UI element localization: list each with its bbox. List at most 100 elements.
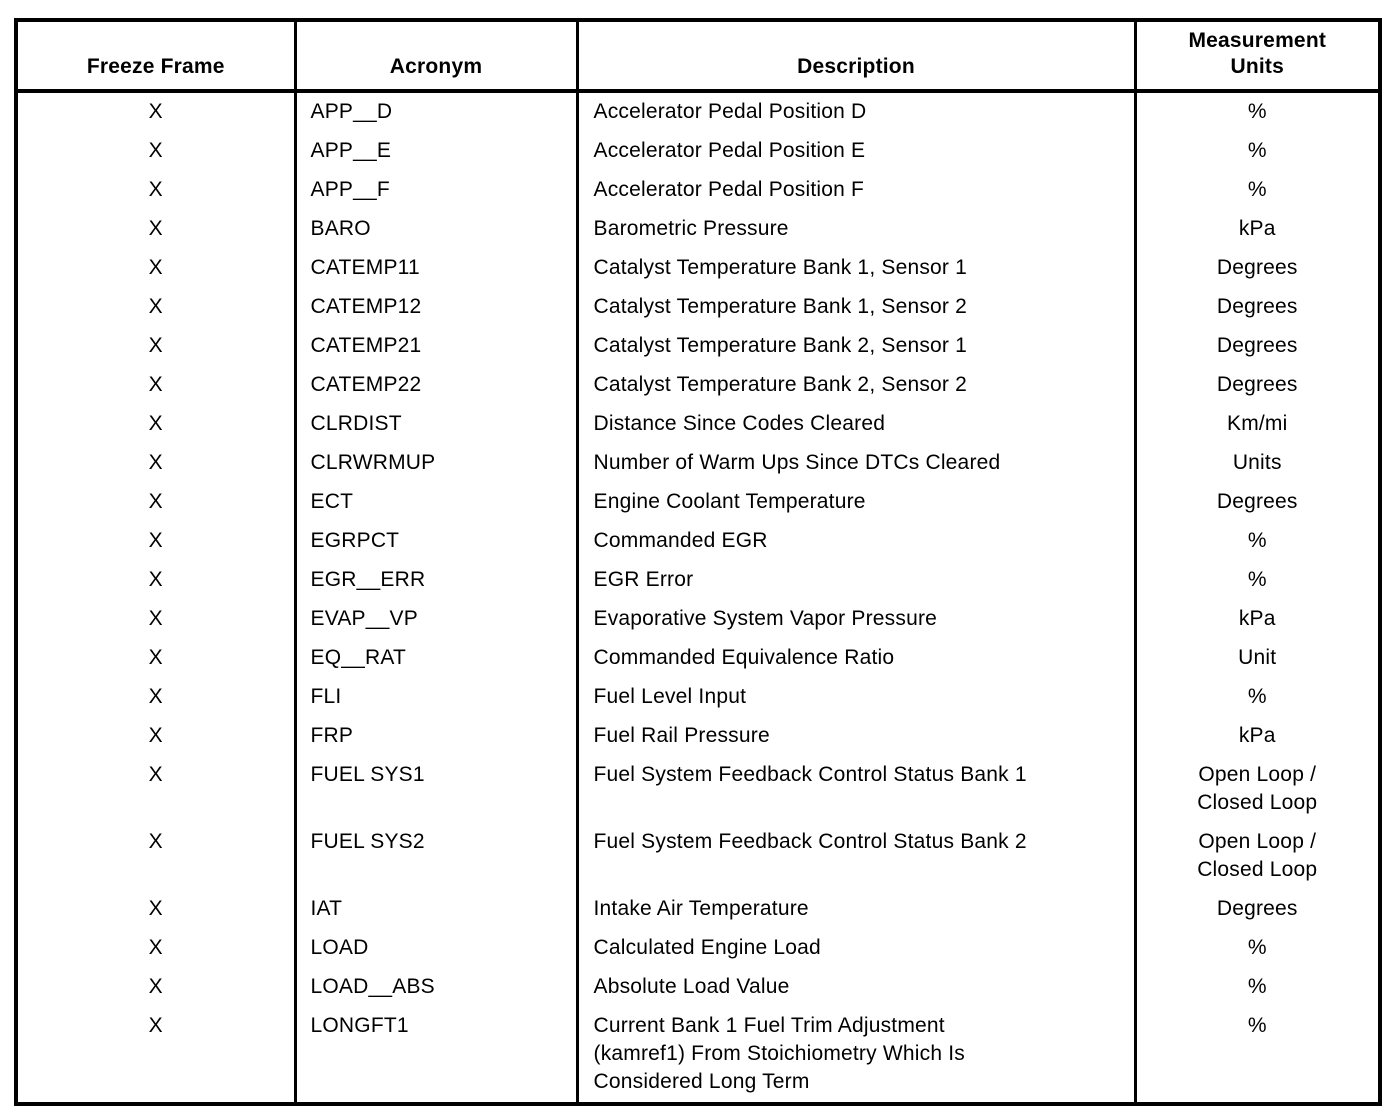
cell-acronym: LOAD__ABS <box>293 968 577 1007</box>
cell-description: Fuel Level Input <box>575 678 1135 717</box>
cell-units: % <box>1133 171 1380 210</box>
cell-description: Calculated Engine Load <box>575 929 1135 968</box>
header-measurement-units: Measurement Units <box>1133 20 1380 93</box>
cell-units: % <box>1133 522 1380 561</box>
cell-acronym: ECT <box>293 483 577 522</box>
cell-units: kPa <box>1133 717 1380 756</box>
cell-description: Engine Coolant Temperature <box>575 483 1135 522</box>
cell-acronym: APP__F <box>293 171 577 210</box>
cell-freeze-frame: X <box>148 1014 163 1037</box>
cell-description: Number of Warm Ups Since DTCs Cleared <box>575 444 1135 483</box>
cell-description: Evaporative System Vapor Pressure <box>575 600 1135 639</box>
cell-units: Degrees <box>1133 483 1380 522</box>
cell-acronym: APP__E <box>293 132 577 171</box>
cell-acronym: FLI <box>293 678 577 717</box>
table-row: X BARO Barometric Pressure kPa <box>16 210 1380 249</box>
cell-freeze-frame: X <box>148 607 163 630</box>
cell-freeze-frame: X <box>148 217 163 240</box>
cell-acronym: LONGFT1 <box>293 1007 577 1104</box>
cell-units: Degrees <box>1133 249 1380 288</box>
table-row: X EGR__ERR EGR Error% <box>16 561 1380 600</box>
cell-acronym: BARO <box>293 210 577 249</box>
cell-acronym: FUEL SYS1 <box>293 756 577 823</box>
cell-description: Commanded Equivalence Ratio <box>575 639 1135 678</box>
cell-acronym: IAT <box>293 890 577 929</box>
cell-description: Absolute Load Value <box>575 968 1135 1007</box>
cell-units: % <box>1133 561 1380 600</box>
cell-units: % <box>1133 91 1380 132</box>
cell-description: Accelerator Pedal Position F <box>575 171 1135 210</box>
cell-units: % <box>1133 132 1380 171</box>
cell-freeze-frame: X <box>148 373 163 396</box>
cell-acronym: FRP <box>293 717 577 756</box>
cell-description: Catalyst Temperature Bank 1, Sensor 1 <box>575 249 1135 288</box>
table-row: X CATEMP22 Catalyst Temperature Bank 2, Se… <box>16 366 1380 405</box>
cell-description: Catalyst Temperature Bank 2, Sensor 1 <box>575 327 1135 366</box>
cell-units: % <box>1133 678 1380 717</box>
cell-acronym: APP__D <box>293 91 577 132</box>
cell-units: Degrees <box>1133 890 1380 929</box>
freeze-frame-parameter-table: Freeze Frame Acronym Description Measure… <box>14 18 1382 1106</box>
cell-description: EGR Error <box>575 561 1135 600</box>
table-row: X CATEMP11 Catalyst Temperature Bank 1, Se… <box>16 249 1380 288</box>
cell-units: Degrees <box>1133 288 1380 327</box>
cell-acronym: EGRPCT <box>293 522 577 561</box>
table-row: X LONGFT1 Current Bank 1 Fuel Trim Adjustm… <box>16 1007 1380 1104</box>
cell-description: Catalyst Temperature Bank 2, Sensor 2 <box>575 366 1135 405</box>
cell-acronym: CATEMP11 <box>293 249 577 288</box>
cell-description: Commanded EGR <box>575 522 1135 561</box>
table-row: X ECT Engine Coolant Temperature Degrees <box>16 483 1380 522</box>
cell-freeze-frame: X <box>148 451 163 474</box>
table-row: X CLRDIST Distance Since Codes Cleared Km/m… <box>16 405 1380 444</box>
header-description: Description <box>575 20 1135 93</box>
cell-acronym: FUEL SYS2 <box>293 823 577 890</box>
header-freeze-frame: Freeze Frame <box>16 20 295 93</box>
table-row: X APP__F Accelerator Pedal Position F% <box>16 171 1380 210</box>
cell-units: Km/mi <box>1133 405 1380 444</box>
cell-units: Unit <box>1133 639 1380 678</box>
cell-acronym: EVAP__VP <box>293 600 577 639</box>
cell-freeze-frame: X <box>148 100 163 123</box>
table-row: X APP__D Accelerator Pedal Position D% <box>16 91 1380 132</box>
table-row: X IAT Intake Air Temperature Degrees <box>16 890 1380 929</box>
table-row: X FUEL SYS1 Fuel System Feedback Control S… <box>16 756 1380 823</box>
cell-units: % <box>1133 968 1380 1007</box>
cell-freeze-frame: X <box>148 256 163 279</box>
cell-freeze-frame: X <box>148 975 163 998</box>
cell-acronym: EQ__RAT <box>293 639 577 678</box>
table-row: X CATEMP12 Catalyst Temperature Bank 1, Se… <box>16 288 1380 327</box>
cell-units: Degrees <box>1133 327 1380 366</box>
cell-units: % <box>1133 1007 1380 1104</box>
cell-units: kPa <box>1133 600 1380 639</box>
cell-freeze-frame: X <box>148 529 163 552</box>
cell-units: Open Loop / Closed Loop <box>1133 756 1380 823</box>
cell-description: Barometric Pressure <box>575 210 1135 249</box>
cell-freeze-frame: X <box>148 568 163 591</box>
cell-units: Open Loop / Closed Loop <box>1133 823 1380 890</box>
header-acronym: Acronym <box>293 20 577 93</box>
cell-freeze-frame: X <box>148 412 163 435</box>
cell-freeze-frame: X <box>148 334 163 357</box>
cell-description: Accelerator Pedal Position D <box>575 91 1135 132</box>
cell-description: Current Bank 1 Fuel Trim Adjustment (kam… <box>575 1007 1135 1104</box>
cell-description: Fuel Rail Pressure <box>575 717 1135 756</box>
cell-units: kPa <box>1133 210 1380 249</box>
cell-description: Fuel System Feedback Control Status Bank… <box>575 823 1135 890</box>
cell-description: Catalyst Temperature Bank 1, Sensor 2 <box>575 288 1135 327</box>
table-header: Freeze Frame Acronym Description Measure… <box>16 20 1380 93</box>
table-body: X APP__D Accelerator Pedal Position D% X APP… <box>16 91 1380 1104</box>
cell-description: Distance Since Codes Cleared <box>575 405 1135 444</box>
cell-units: % <box>1133 929 1380 968</box>
cell-acronym: LOAD <box>293 929 577 968</box>
table-row: X FRP Fuel Rail Pressure kPa <box>16 717 1380 756</box>
cell-acronym: CLRWRMUP <box>293 444 577 483</box>
table-row: X LOAD Calculated Engine Load% <box>16 929 1380 968</box>
cell-freeze-frame: X <box>148 830 163 853</box>
cell-acronym: EGR__ERR <box>293 561 577 600</box>
cell-acronym: CATEMP12 <box>293 288 577 327</box>
cell-freeze-frame: X <box>148 295 163 318</box>
table-row: X CATEMP21 Catalyst Temperature Bank 2, Se… <box>16 327 1380 366</box>
cell-freeze-frame: X <box>148 897 163 920</box>
table-row: X APP__E Accelerator Pedal Position E% <box>16 132 1380 171</box>
